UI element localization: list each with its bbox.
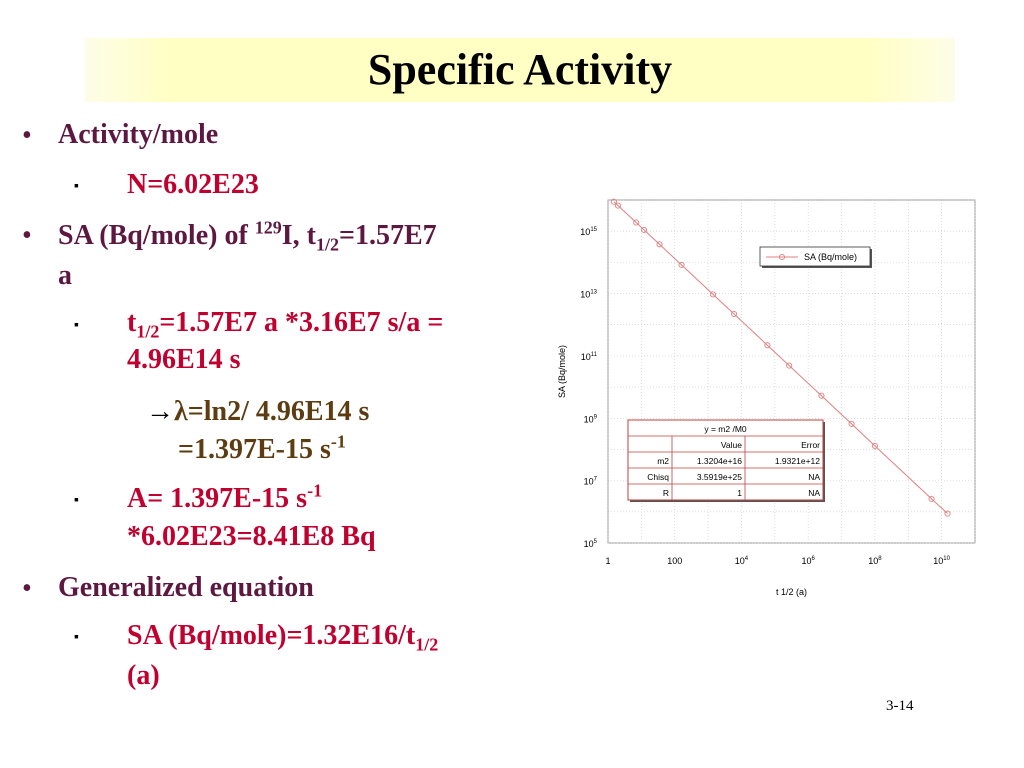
bullet-marker: • [22, 120, 32, 151]
fit-table-cell: 1 [737, 488, 742, 498]
x-tick-label: 106 [802, 556, 816, 566]
generalized-equation: SA (Bq/mole)=1.32E16/t1/2 [127, 620, 439, 655]
data-point [640, 226, 648, 233]
arrow-icon: → [146, 396, 174, 427]
data-point [610, 198, 617, 205]
data-point [818, 392, 825, 399]
y-tick-label: 1015 [580, 227, 597, 237]
fit-table-cell: Chisq [647, 472, 669, 482]
activity-value: A= 1.397E-15 s-1 [127, 480, 323, 514]
avogadro-number: N=6.02E23 [127, 169, 259, 200]
fit-table-header: Value [721, 440, 742, 450]
chart-svg: 1 100 104 106 108 1010 105 107 109 1011 1013 1015 t … [557, 198, 976, 597]
title-banner: Specific Activity [85, 38, 955, 102]
activity-value-cont: *6.02E23=8.41E8 Bq [127, 521, 376, 552]
series-line [613, 201, 948, 514]
bullet-generalized-equation: Generalized equation [58, 572, 314, 603]
sub-bullet-marker: ▪ [74, 179, 79, 194]
data-point [944, 510, 951, 517]
x-tick-label: 100 [667, 556, 682, 566]
sub-bullet-marker: ▪ [74, 318, 79, 333]
lambda-line: →λ=ln2/ 4.96E14 s [146, 396, 370, 427]
data-point [678, 261, 685, 268]
sub-bullet-marker: ▪ [74, 493, 79, 508]
y-tick-label: 1013 [580, 290, 597, 300]
x-tick-label: 1010 [933, 556, 950, 566]
lambda-line-cont: =1.397E-15 s-1 [178, 431, 346, 465]
y-tick-label: 1011 [581, 352, 598, 362]
y-tick-label: 109 [584, 414, 598, 424]
data-point [786, 362, 793, 369]
legend-marker [778, 253, 786, 261]
data-point [656, 241, 663, 248]
sa-vs-halflife-chart: 1 100 104 106 108 1010 105 107 109 1011 1013 1015 t … [553, 192, 983, 598]
data-point [633, 219, 640, 226]
legend-label: SA (Bq/mole) [804, 252, 857, 262]
x-tick-label: 108 [868, 556, 882, 566]
data-point [928, 495, 935, 502]
fit-table-cell: NA [808, 472, 820, 482]
fit-table-header: Error [801, 440, 820, 450]
x-tick-label: 1 [605, 556, 610, 566]
data-point [871, 442, 878, 449]
slide-title: Specific Activity [367, 45, 673, 94]
data-point [731, 310, 738, 318]
legend-box [759, 246, 871, 267]
x-axis-label: t 1/2 (a) [776, 587, 807, 597]
y-tick-label: 107 [584, 477, 598, 487]
fit-table-cell: m2 [657, 456, 669, 466]
fit-table-cell: 1.9321e+12 [775, 456, 820, 466]
data-point [614, 202, 622, 209]
data-point [709, 291, 717, 298]
y-tick-label: 105 [584, 539, 598, 549]
fit-table-cell: NA [808, 488, 820, 498]
bullet-sa-i129: SA (Bq/mole) of 129I, t1/2=1.57E7 [58, 217, 437, 255]
generalized-equation-cont: (a) [127, 660, 160, 691]
slide-number: 3-14 [886, 698, 914, 714]
fit-table-cell: R [663, 488, 669, 498]
fit-table-cell: 1.3204e+16 [697, 456, 742, 466]
bullet-marker: • [22, 220, 32, 251]
bullet-activity-per-mole: Activity/mole [58, 119, 219, 150]
bullet-sa-i129-cont: a [58, 260, 72, 291]
fit-table-title: y = m2 /M0 [704, 424, 747, 434]
sub-bullet-marker: ▪ [74, 630, 79, 645]
y-axis-label: SA (Bq/mole) [557, 345, 567, 398]
fit-table-cell: 3.5919e+25 [697, 472, 742, 482]
fit-table [627, 419, 824, 501]
half-life-seconds-cont: 4.96E14 s [127, 344, 241, 375]
half-life-seconds: t1/2=1.57E7 a *3.16E7 s/a = [127, 307, 444, 342]
data-point [764, 342, 771, 349]
x-tick-label: 104 [735, 556, 749, 566]
bullet-marker: • [22, 573, 32, 604]
data-point [848, 420, 855, 427]
lambda-symbol: λ [174, 396, 188, 427]
